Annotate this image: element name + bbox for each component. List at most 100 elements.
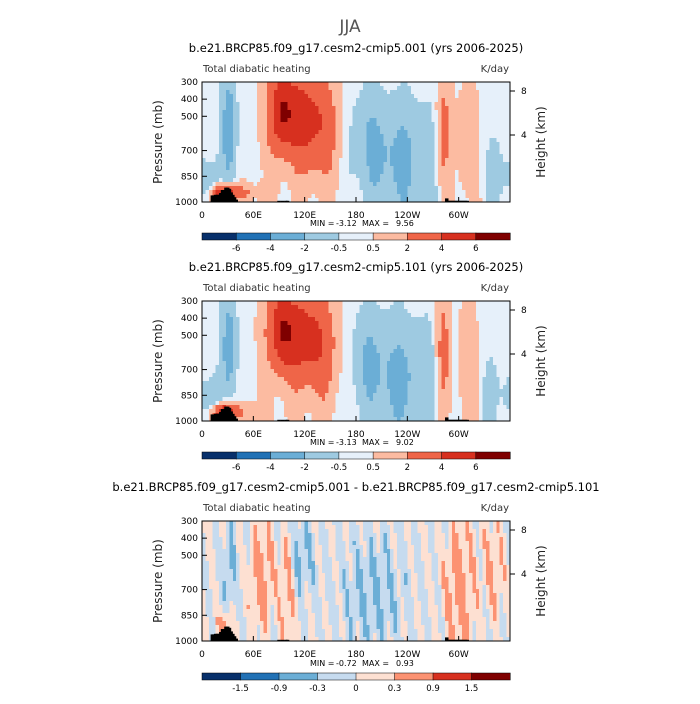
colorbar-box bbox=[407, 233, 442, 240]
heatmap-cell bbox=[493, 142, 497, 146]
heatmap-cell bbox=[421, 114, 425, 118]
heatmap-cell bbox=[363, 142, 367, 146]
heatmap-cell bbox=[503, 170, 507, 174]
heatmap-cell bbox=[257, 166, 261, 170]
heatmap-cell bbox=[329, 186, 333, 190]
heatmap-cell bbox=[421, 301, 425, 305]
heatmap-cell bbox=[332, 154, 336, 158]
heatmap-cell bbox=[277, 345, 281, 349]
heatmap-cell bbox=[226, 178, 230, 182]
heatmap-cell bbox=[421, 138, 425, 142]
colorbar-box bbox=[236, 233, 271, 240]
heatmap-cell bbox=[349, 138, 353, 142]
heatmap-cell bbox=[253, 309, 257, 313]
heatmap-cell bbox=[308, 158, 312, 162]
heatmap-cell bbox=[322, 361, 326, 365]
heatmap-cell bbox=[243, 194, 247, 198]
heatmap-cell bbox=[418, 98, 422, 102]
heatmap-cell bbox=[428, 154, 432, 158]
heatmap-cell bbox=[383, 305, 387, 309]
heatmap-cell bbox=[223, 365, 227, 369]
heatmap-cell bbox=[353, 82, 357, 86]
heatmap-cell bbox=[455, 305, 459, 309]
heatmap-cell bbox=[373, 150, 377, 154]
heatmap-cell bbox=[363, 150, 367, 154]
heatmap-cell bbox=[489, 373, 493, 377]
heatmap-cell bbox=[407, 393, 411, 397]
heatmap-cell bbox=[339, 178, 343, 182]
heatmap-cell bbox=[500, 325, 504, 329]
heatmap-cell bbox=[363, 369, 367, 373]
heatmap-cell bbox=[216, 345, 220, 349]
heatmap-cell bbox=[322, 349, 326, 353]
heatmap-cell bbox=[305, 341, 309, 345]
heatmap-cell bbox=[503, 361, 507, 365]
heatmap-cell bbox=[260, 146, 264, 150]
heatmap-cell bbox=[377, 182, 381, 186]
heatmap-cell bbox=[448, 150, 452, 154]
heatmap-cell bbox=[407, 317, 411, 321]
heatmap-cell bbox=[288, 130, 292, 134]
heatmap-cell bbox=[462, 337, 466, 341]
heatmap-cell bbox=[387, 365, 391, 369]
heatmap-cell bbox=[462, 122, 466, 126]
heatmap-cell bbox=[438, 166, 442, 170]
heatmap-cell bbox=[486, 114, 490, 118]
heatmap-cell bbox=[400, 393, 404, 397]
heatmap-cell bbox=[431, 385, 435, 389]
heatmap-cell bbox=[216, 134, 220, 138]
heatmap-cell bbox=[329, 94, 333, 98]
heatmap-cell bbox=[459, 369, 463, 373]
heatmap-cell bbox=[380, 106, 384, 110]
colorbar-label: -2 bbox=[300, 244, 308, 254]
heatmap-cell bbox=[257, 182, 261, 186]
heatmap-cell bbox=[445, 138, 449, 142]
heatmap-cell bbox=[435, 393, 439, 397]
heatmap-cell bbox=[353, 86, 357, 90]
heatmap-cell bbox=[236, 329, 240, 333]
heatmap-cell bbox=[212, 301, 216, 305]
heatmap-cell bbox=[264, 305, 268, 309]
heatmap-cell bbox=[459, 118, 463, 122]
heatmap-cell bbox=[294, 154, 298, 158]
heatmap-cell bbox=[209, 309, 213, 313]
heatmap-cell bbox=[312, 166, 316, 170]
heatmap-cell bbox=[366, 82, 370, 86]
heatmap-cell bbox=[209, 170, 213, 174]
heatmap-cell bbox=[400, 182, 404, 186]
heatmap-cell bbox=[346, 86, 350, 90]
heatmap-cell bbox=[476, 309, 480, 313]
heatmap-cell bbox=[448, 90, 452, 94]
heatmap-cell bbox=[380, 118, 384, 122]
heatmap-cell bbox=[346, 162, 350, 166]
heatmap-cell bbox=[356, 194, 360, 198]
heatmap-cell bbox=[496, 138, 500, 142]
heatmap-cell bbox=[421, 349, 425, 353]
heatmap-cell bbox=[332, 182, 336, 186]
heatmap-cell bbox=[212, 94, 216, 98]
heatmap-cell bbox=[353, 162, 357, 166]
heatmap-cell bbox=[315, 138, 319, 142]
heatmap-cell bbox=[380, 333, 384, 337]
heatmap-cell bbox=[253, 333, 257, 337]
heatmap-cell bbox=[329, 130, 333, 134]
heatmap-cell bbox=[411, 369, 415, 373]
heatmap-cell bbox=[404, 353, 408, 357]
heatmap-cell bbox=[332, 317, 336, 321]
heatmap-cell bbox=[500, 377, 504, 381]
heatmap-cell bbox=[312, 377, 316, 381]
heatmap-cell bbox=[236, 166, 240, 170]
heatmap-cell bbox=[390, 353, 394, 357]
heatmap-cell bbox=[418, 118, 422, 122]
heatmap-cell bbox=[243, 309, 247, 313]
heatmap-cell bbox=[435, 369, 439, 373]
heatmap-cell bbox=[342, 377, 346, 381]
heatmap-cell bbox=[448, 345, 452, 349]
heatmap-cell bbox=[489, 170, 493, 174]
heatmap-cell bbox=[442, 325, 446, 329]
heatmap-cell bbox=[445, 345, 449, 349]
heatmap-cell bbox=[267, 94, 271, 98]
heatmap-cell bbox=[339, 389, 343, 393]
heatmap-cell bbox=[318, 301, 322, 305]
heatmap-cell bbox=[205, 122, 209, 126]
